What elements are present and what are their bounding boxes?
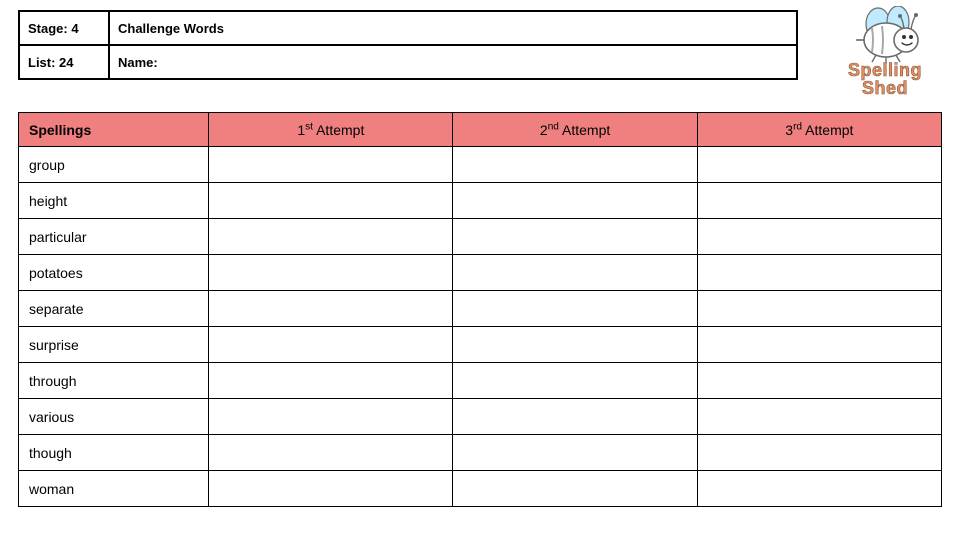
attempt-3-cell[interactable]: [697, 183, 941, 219]
attempt-3-cell[interactable]: [697, 471, 941, 507]
spelling-word: various: [19, 399, 209, 435]
col-attempt-1: 1st Attempt: [209, 113, 453, 147]
attempt-2-cell[interactable]: [453, 291, 697, 327]
table-row: surprise: [19, 327, 942, 363]
attempt-2-cell[interactable]: [453, 147, 697, 183]
spelling-word: woman: [19, 471, 209, 507]
attempt-3-cell[interactable]: [697, 399, 941, 435]
attempt-2-cell[interactable]: [453, 399, 697, 435]
attempt-1-cell[interactable]: [209, 219, 453, 255]
table-row: various: [19, 399, 942, 435]
spelling-word: through: [19, 363, 209, 399]
spelling-table: Spellings 1st Attempt 2nd Attempt 3rd At…: [18, 112, 942, 507]
spelling-table-header-row: Spellings 1st Attempt 2nd Attempt 3rd At…: [19, 113, 942, 147]
attempt-2-cell[interactable]: [453, 183, 697, 219]
table-row: height: [19, 183, 942, 219]
spelling-word: group: [19, 147, 209, 183]
table-row: through: [19, 363, 942, 399]
attempt-3-cell[interactable]: [697, 219, 941, 255]
attempt-3-cell[interactable]: [697, 147, 941, 183]
attempt-2-cell[interactable]: [453, 327, 697, 363]
col-spellings: Spellings: [19, 113, 209, 147]
attempt-3-cell[interactable]: [697, 255, 941, 291]
name-cell[interactable]: Name:: [109, 45, 797, 79]
col-attempt-2: 2nd Attempt: [453, 113, 697, 147]
attempt-3-cell[interactable]: [697, 291, 941, 327]
attempt-3-cell[interactable]: [697, 363, 941, 399]
col-attempt-3: 3rd Attempt: [697, 113, 941, 147]
page-root: Spelling Shed Stage: 4 Challenge Words L…: [0, 0, 960, 540]
logo-text-bottom: Shed: [862, 78, 908, 96]
attempt-2-cell[interactable]: [453, 219, 697, 255]
attempt-1-cell[interactable]: [209, 471, 453, 507]
table-row: woman: [19, 471, 942, 507]
brand-logo: Spelling Shed: [820, 6, 950, 96]
attempt-1-cell[interactable]: [209, 183, 453, 219]
table-row: particular: [19, 219, 942, 255]
spelling-word: separate: [19, 291, 209, 327]
list-cell: List: 24: [19, 45, 109, 79]
attempt-1-cell[interactable]: [209, 363, 453, 399]
table-row: group: [19, 147, 942, 183]
attempt-1-cell[interactable]: [209, 327, 453, 363]
attempt-1-cell[interactable]: [209, 399, 453, 435]
attempt-2-cell[interactable]: [453, 435, 697, 471]
info-table: Stage: 4 Challenge Words List: 24 Name:: [18, 10, 798, 80]
spelling-word: height: [19, 183, 209, 219]
attempt-2-cell[interactable]: [453, 255, 697, 291]
attempt-3-cell[interactable]: [697, 327, 941, 363]
challenge-cell: Challenge Words: [109, 11, 797, 45]
spelling-word: surprise: [19, 327, 209, 363]
attempt-2-cell[interactable]: [453, 471, 697, 507]
attempt-1-cell[interactable]: [209, 435, 453, 471]
logo-text-top: Spelling: [848, 60, 922, 80]
attempt-1-cell[interactable]: [209, 255, 453, 291]
attempt-2-cell[interactable]: [453, 363, 697, 399]
attempt-3-cell[interactable]: [697, 435, 941, 471]
bee-icon: Spelling Shed: [820, 6, 950, 96]
attempt-1-cell[interactable]: [209, 147, 453, 183]
table-row: potatoes: [19, 255, 942, 291]
attempt-1-cell[interactable]: [209, 291, 453, 327]
stage-cell: Stage: 4: [19, 11, 109, 45]
table-row: though: [19, 435, 942, 471]
spelling-word: though: [19, 435, 209, 471]
table-row: separate: [19, 291, 942, 327]
spelling-word: potatoes: [19, 255, 209, 291]
spelling-word: particular: [19, 219, 209, 255]
